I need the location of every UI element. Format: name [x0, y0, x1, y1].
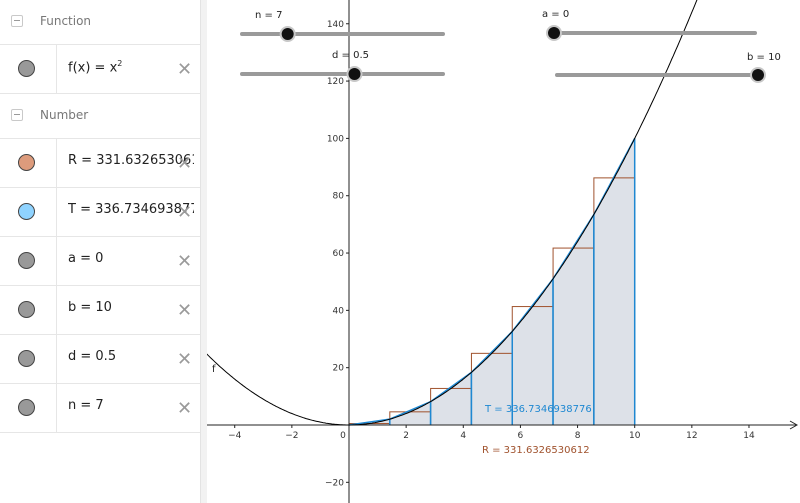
category-number: Number [0, 94, 200, 139]
x-tick-label: 6 [518, 431, 524, 441]
category-function: Function [0, 0, 200, 45]
T-label: T = 336.7346938776 [484, 404, 592, 415]
delete-icon[interactable]: ✕ [177, 153, 193, 174]
visibility-toggle-icon[interactable] [18, 252, 35, 269]
y-tick-label: 20 [333, 364, 345, 374]
visibility-toggle-icon[interactable] [18, 350, 35, 367]
expression-T[interactable]: T = 336.7346938776 [68, 202, 194, 217]
expression-R[interactable]: R = 331.6326530612 [68, 153, 194, 168]
delete-icon[interactable]: ✕ [177, 300, 193, 321]
expression-b[interactable]: b = 10 [68, 300, 112, 315]
slider-label-n: n = 7 [255, 10, 282, 21]
x-tick-label: 12 [686, 431, 697, 441]
visibility-toggle-icon[interactable] [18, 154, 35, 171]
category-label: Number [40, 108, 89, 122]
slider-handle-d[interactable] [348, 68, 361, 80]
delete-icon[interactable]: ✕ [177, 349, 193, 370]
algebra-row-d[interactable]: d = 0.5 ✕ [0, 335, 200, 384]
algebra-view: Function f(x) = x2 ✕ Number R = 331.6326… [0, 0, 200, 503]
x-tick-label: −4 [228, 431, 242, 441]
trapezoid-fill [553, 214, 594, 425]
visibility-cell [0, 188, 57, 236]
function-curve [207, 0, 698, 426]
x-axis-arrow [789, 420, 799, 430]
y-tick-label: −20 [325, 478, 344, 488]
trapezoid-fill [430, 372, 472, 425]
delete-icon[interactable]: ✕ [177, 59, 193, 80]
x-tick-label: −2 [285, 431, 298, 441]
trapezoid-outline [593, 138, 636, 425]
x-tick-label: 0 [340, 431, 346, 441]
slider-label-b: b = 10 [747, 52, 781, 63]
visibility-cell [0, 384, 57, 432]
algebra-row-f[interactable]: f(x) = x2 ✕ [0, 45, 200, 94]
trapezoid-fill [512, 278, 554, 425]
y-tick-label: 60 [333, 249, 345, 259]
visibility-toggle-icon[interactable] [18, 399, 35, 416]
visibility-toggle-icon[interactable] [18, 60, 35, 77]
visibility-cell [0, 286, 57, 334]
visibility-cell [0, 45, 57, 93]
algebra-row-b[interactable]: b = 10 ✕ [0, 286, 200, 335]
y-tick-label: 140 [327, 20, 344, 30]
x-tick-label: 14 [743, 431, 755, 441]
expression-a[interactable]: a = 0 [68, 251, 104, 266]
slider-label-d: d = 0.5 [332, 50, 369, 61]
collapse-toggle-icon[interactable] [11, 109, 23, 121]
x-tick-label: 4 [460, 431, 466, 441]
collapse-toggle-icon[interactable] [11, 15, 23, 27]
y-tick-label: 120 [327, 77, 344, 87]
x-tick-label: 8 [575, 431, 581, 441]
category-label: Function [40, 14, 92, 28]
expression-f[interactable]: f(x) = x2 [68, 59, 123, 76]
delete-icon[interactable]: ✕ [177, 398, 193, 419]
slider-handle-n[interactable] [281, 28, 294, 40]
slider-handle-b[interactable] [752, 69, 764, 81]
delete-icon[interactable]: ✕ [177, 202, 193, 223]
visibility-toggle-icon[interactable] [18, 301, 35, 318]
R-label: R = 331.6326530612 [482, 445, 590, 456]
trapezoid-fill [593, 138, 635, 425]
curve-label: f [212, 364, 216, 375]
expression-d[interactable]: d = 0.5 [68, 349, 117, 364]
expression-n[interactable]: n = 7 [68, 398, 104, 413]
visibility-cell [0, 335, 57, 383]
slider-label-a: a = 0 [542, 9, 569, 20]
algebra-row-a[interactable]: a = 0 ✕ [0, 237, 200, 286]
trapezoid-fill [471, 331, 513, 425]
slider-handle-a[interactable] [548, 27, 560, 39]
y-tick-label: 80 [333, 192, 345, 202]
algebra-row-R[interactable]: R = 331.6326530612 ✕ [0, 139, 200, 188]
x-tick-label: 2 [403, 431, 409, 441]
visibility-cell [0, 237, 57, 285]
panel-divider[interactable] [200, 0, 207, 503]
x-tick-label: 10 [629, 431, 641, 441]
delete-icon[interactable]: ✕ [177, 251, 193, 272]
visibility-cell [0, 139, 57, 187]
visibility-toggle-icon[interactable] [18, 203, 35, 220]
algebra-row-n[interactable]: n = 7 ✕ [0, 384, 200, 433]
y-tick-label: 100 [327, 134, 344, 144]
algebra-row-T[interactable]: T = 336.7346938776 ✕ [0, 188, 200, 237]
y-tick-label: 40 [333, 306, 345, 316]
